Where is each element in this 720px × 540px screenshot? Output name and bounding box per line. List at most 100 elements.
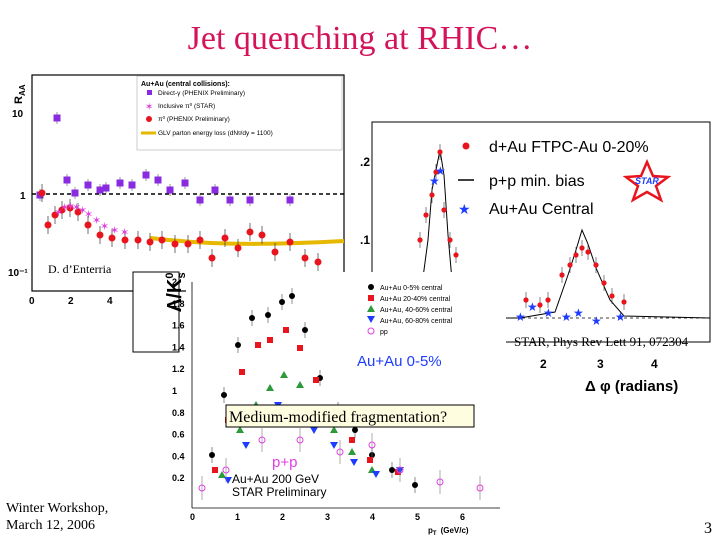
- lambda-label-prelim: STAR Preliminary: [232, 485, 326, 499]
- raa-data-marks: ✶✶✶✶✶✶✶✶ ✶ ✶: [36, 112, 322, 271]
- lambda-60-80-point: [310, 427, 318, 434]
- lambda-legend-marker-60-80: [367, 316, 375, 323]
- lambda-0-5-point: [412, 482, 418, 488]
- raa-direct-gamma-point: [226, 196, 234, 204]
- lambda-40-60-point: [218, 471, 226, 478]
- raa-pi0-point: [234, 244, 242, 252]
- lambda-legend-marker-40-60: [367, 305, 375, 312]
- slide-title: Jet quenching at RHIC…: [187, 20, 533, 57]
- raa-xtick-4: 4: [107, 296, 113, 307]
- lambda-20-40-point: [239, 369, 245, 375]
- raa-inclusive-pi0-point: ✶: [60, 202, 69, 214]
- lambda-40-60-point: [266, 384, 274, 391]
- dphi-xtick-2: 2: [540, 357, 547, 371]
- lambda-pp-point: [436, 478, 444, 486]
- lambda-pp-point: [258, 436, 266, 444]
- raa-legend-title: Au+Au (central collisions):: [141, 81, 230, 88]
- lambda-xtick-label: 0: [190, 512, 195, 522]
- lambda-legend-0-5: Au+Au 0-5% central: [380, 285, 443, 292]
- lambda-0-5-point: [279, 299, 285, 305]
- lambda-pp-point: [222, 466, 230, 474]
- lambda-ytick-label: 0.8: [172, 408, 185, 418]
- raa-credit: D. d’Enterria: [48, 262, 112, 276]
- dphi-auau-point: ★: [429, 174, 440, 188]
- raa-pi0-point: [108, 234, 116, 242]
- raa-glv-band: [149, 236, 345, 246]
- dphi-dau-point: [453, 252, 459, 258]
- dphi-auau-point: ★: [543, 306, 554, 320]
- lambda-60-80-point: [372, 471, 380, 478]
- dphi-legend-dau: d+Au FTPC-Au 0-20%: [489, 139, 649, 156]
- star-logo: STAR: [622, 158, 672, 203]
- raa-pi0-point: [134, 236, 142, 244]
- lambda-40-60-point: [348, 448, 356, 455]
- lambda-20-40-point: [212, 467, 218, 473]
- raa-inclusive-pi0-point: ✶: [120, 227, 129, 239]
- lambda-0-5-point: [302, 327, 308, 333]
- raa-pi0-point: [74, 208, 82, 216]
- raa-legend-marker-inclusive-pi0: ✶: [145, 102, 153, 113]
- lambda-0-5-point: [265, 312, 271, 318]
- raa-legend-direct-gamma: Direct-γ (PHENIX Preliminary): [158, 90, 245, 97]
- raa-pi0-point: [84, 221, 92, 229]
- lambda-40-60-point: [296, 381, 304, 388]
- dphi-dau-point: [437, 149, 443, 155]
- lambda-0-5-point: [352, 427, 358, 433]
- raa-direct-gamma-point: [196, 196, 204, 204]
- lambda-ytick-label: 1.8: [172, 299, 185, 309]
- dphi-legend-pp: p+p min. bias: [489, 173, 585, 190]
- dphi-dau-point: [609, 293, 615, 299]
- lambda-20-40-point: [313, 377, 319, 383]
- lambda-xtick-label: 5: [415, 512, 420, 522]
- dphi-dau-point: [579, 245, 585, 251]
- lambda-ylabel-box: [132, 271, 180, 353]
- lambda-20-40-point: [349, 437, 355, 443]
- lambda-xtick-label: 3: [325, 512, 330, 522]
- raa-ylabel: RAA: [13, 84, 27, 104]
- lambda-60-80-point: [330, 442, 338, 449]
- dphi-dau-point: [545, 297, 551, 303]
- raa-direct-gamma-point: [154, 176, 162, 184]
- raa-pi0-point: [171, 240, 179, 248]
- dphi-dau-point: [585, 249, 591, 255]
- lambda-pp-point: [198, 484, 206, 492]
- lambda-yticks: 2 1.8 1.6 1.4 1.2 1 0.8 0.6 0.4 0.2: [172, 277, 185, 483]
- raa-pi0-point: [196, 236, 204, 244]
- dphi-legend-auau: Au+Au Central: [489, 201, 594, 218]
- raa-inclusive-pi0-point: ✶: [72, 202, 81, 214]
- dphi-dau-point: [559, 272, 565, 278]
- dphi-dau-point: [423, 212, 429, 218]
- raa-pi0-point: [314, 258, 322, 266]
- lambda-ytick-label: 0.4: [172, 451, 185, 461]
- lambda-ylabel: Λ/K0s: [164, 272, 188, 312]
- raa-direct-gamma-point: [102, 184, 110, 192]
- lambda-0-5-point: [289, 293, 295, 299]
- lambda-0-5-point: [209, 452, 215, 458]
- lambda-0-5-point: [389, 467, 395, 473]
- raa-pi0-point: [158, 236, 166, 244]
- raa-direct-gamma-point: [246, 196, 254, 204]
- callout-box: [225, 404, 475, 428]
- lambda-pp-point: [476, 484, 484, 492]
- raa-pi0-point: [58, 206, 66, 214]
- raa-direct-gamma-point: [286, 196, 294, 204]
- lambda-ytick-label: 0.2: [172, 473, 185, 483]
- raa-pi0-point: [66, 204, 74, 212]
- lambda-pp-point: [296, 436, 304, 444]
- lambda-ytick-label: 0.6: [172, 430, 185, 440]
- raa-direct-gamma-point: [166, 186, 174, 194]
- lambda-40-60-point: [236, 426, 244, 433]
- lambda-label-auau: Au+Au 0-5%: [357, 353, 442, 370]
- raa-direct-gamma-point: [71, 189, 79, 197]
- dphi-xtick-4: 4: [651, 357, 658, 371]
- lambda-legend-pp: pp: [380, 329, 388, 336]
- raa-inclusive-pi0-point: ✶: [66, 201, 75, 213]
- dphi-dau-point: [417, 237, 423, 243]
- raa-direct-gamma-point: [142, 171, 150, 179]
- raa-pi0-point: [221, 234, 229, 242]
- dphi-dau-point: [567, 262, 573, 268]
- lambda-20-40-point: [297, 345, 303, 351]
- raa-inclusive-pi0-point: ✶: [110, 225, 119, 237]
- raa-pi0-point: [246, 228, 254, 236]
